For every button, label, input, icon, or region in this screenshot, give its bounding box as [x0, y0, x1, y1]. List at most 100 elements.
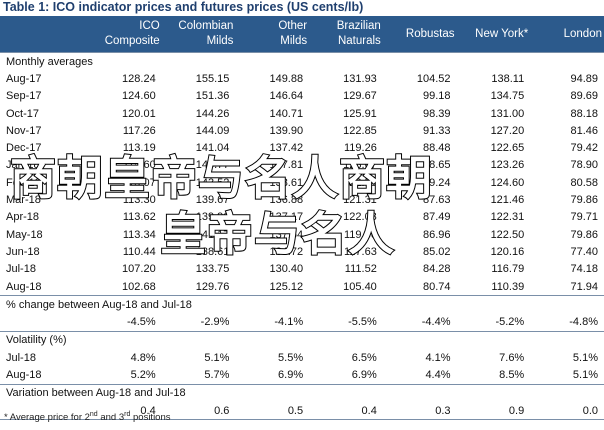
cell: 89.24 [422, 176, 451, 189]
cell: 87.63 [422, 194, 451, 207]
cell: 122.31 [490, 211, 525, 224]
cell: 137.54 [269, 228, 304, 241]
cell: -4.4% [421, 316, 451, 329]
cell: 128.24 [122, 72, 156, 85]
cell: 134.75 [490, 90, 525, 103]
cell: 0.9 [456, 401, 531, 421]
data-row: 0.4 0.6 0.5 0.4 0.3 0.9 0.0 [0, 401, 604, 421]
column-header: New York* [456, 16, 531, 53]
cell: 84.28 [422, 263, 451, 276]
cell: 8.5% [499, 368, 525, 381]
row-label: Dec-17 [6, 142, 42, 155]
row-label [0, 313, 88, 331]
footnote: * Average price for 2nd and 3rd position… [4, 411, 171, 423]
cell: 0.4 [88, 401, 162, 421]
price-table: ICO Composite Colombian Milds Other Milds Braz… [0, 16, 604, 421]
cell: 80.74 [422, 280, 451, 293]
section-title: Variation between Aug-18 and Jul-18 [0, 383, 604, 402]
cell: 124.60 [490, 176, 525, 189]
column-header: Robustas [382, 16, 457, 53]
row-label: Jul-18 [6, 351, 36, 364]
cell: 91.33 [422, 124, 451, 137]
column-header: London [530, 16, 604, 53]
cell: 79.42 [570, 142, 598, 155]
cell: 137.42 [269, 142, 304, 155]
cell: 86.96 [422, 228, 451, 241]
footnote-part: nd [89, 411, 98, 418]
cell: 122.50 [490, 228, 525, 241]
cell: 125.91 [343, 107, 377, 120]
cell: 123.26 [490, 159, 525, 172]
cell: 79.71 [570, 211, 598, 224]
cell: 74.18 [570, 263, 598, 276]
column-header: Colombian Milds [161, 16, 236, 53]
data-row: Dec-17 113.19 141.04 137.42 119.26 88.48 122.6… [0, 139, 604, 156]
cell: 138.61 [269, 176, 304, 189]
data-row: Jan-18 115.60 143.77 137.81 123.67 88.65 123.2… [0, 157, 604, 174]
column-header-line: Naturals [337, 35, 381, 47]
section-title: % change between Aug-18 and Jul-18 [0, 295, 604, 314]
cell: 0.3 [382, 401, 457, 421]
cell: 110.44 [122, 245, 156, 258]
section-title: Monthly averages [0, 52, 604, 71]
row-label [0, 401, 88, 421]
cell: 115.60 [122, 159, 156, 172]
cell: 151.36 [195, 90, 230, 103]
cell: 137.17 [269, 211, 304, 224]
cell: 78.90 [570, 159, 598, 172]
cell: 113.34 [122, 228, 156, 241]
row-label: Mar-18 [6, 194, 41, 207]
data-row: May-18 113.34 141.17 137.54 119.86 86.96 122.5… [0, 226, 604, 243]
cell: 6.9% [351, 368, 377, 381]
cell: 5.1% [572, 351, 598, 364]
column-header-line: London [563, 27, 602, 40]
cell: 138.11 [491, 72, 525, 85]
cell: 0.6 [161, 401, 236, 421]
cell: 4.1% [425, 351, 451, 364]
data-row: Jun-18 110.44 138.61 134.72 117.63 85.02 120.1… [0, 243, 604, 260]
cell: 0.0 [530, 401, 604, 421]
footnote-part: rd [124, 411, 131, 418]
cell: -4.1% [274, 316, 304, 329]
row-label: Aug-17 [6, 72, 42, 85]
cell: 4.4% [425, 368, 451, 381]
cell: 119.26 [343, 142, 377, 155]
cell: 0.5 [235, 401, 310, 421]
data-row: Aug-18 102.68 129.76 125.12 105.40 80.74 110.3… [0, 278, 604, 296]
cell: 113.19 [122, 142, 156, 155]
table-body: Monthly averages Aug-17 128.24 155.15 149.88… [0, 52, 604, 421]
cell: 113.30 [122, 194, 156, 207]
cell: 6.9% [278, 368, 304, 381]
row-label: Jul-18 [6, 263, 36, 276]
cell: 71.94 [570, 280, 598, 293]
cell: 143.77 [195, 159, 230, 172]
cell: 139.67 [195, 194, 230, 207]
cell: 144.26 [195, 107, 230, 120]
data-row: Jul-18 107.20 133.75 130.40 111.52 84.28 116.7… [0, 261, 604, 278]
cell: -2.9% [200, 316, 230, 329]
data-row: Apr-18 113.62 139.96 137.17 122.03 87.49 122.3… [0, 209, 604, 226]
cell: 88.65 [422, 159, 451, 172]
cell: 7.6% [499, 351, 525, 364]
column-header-line: New York* [475, 27, 529, 40]
row-label: Oct-17 [6, 107, 40, 120]
column-header-line: Milds [280, 35, 308, 47]
cell: 117.26 [122, 124, 156, 137]
cell: 125.12 [269, 280, 304, 293]
row-label: Feb-18 [6, 176, 41, 189]
cell: -5.5% [348, 316, 377, 329]
column-header: ICO Composite [88, 16, 162, 53]
cell: 143.52 [195, 176, 230, 189]
cell: 133.75 [195, 263, 230, 276]
cell: 149.88 [269, 72, 304, 85]
row-label: Aug-18 [6, 280, 42, 293]
cell: 79.86 [570, 194, 598, 207]
cell: 87.49 [422, 211, 451, 224]
cell: 139.96 [195, 211, 230, 224]
cell: 131.93 [343, 72, 377, 85]
data-row: Jul-18 4.8% 5.1% 5.5% 6.5% 4.1% 7.6% 5.1% [0, 349, 604, 366]
cell: 88.48 [422, 142, 451, 155]
column-header-line: Robustas [405, 27, 455, 40]
cell: -4.5% [126, 316, 156, 329]
header-row: ICO Composite Colombian Milds Other Milds Braz… [0, 16, 604, 53]
